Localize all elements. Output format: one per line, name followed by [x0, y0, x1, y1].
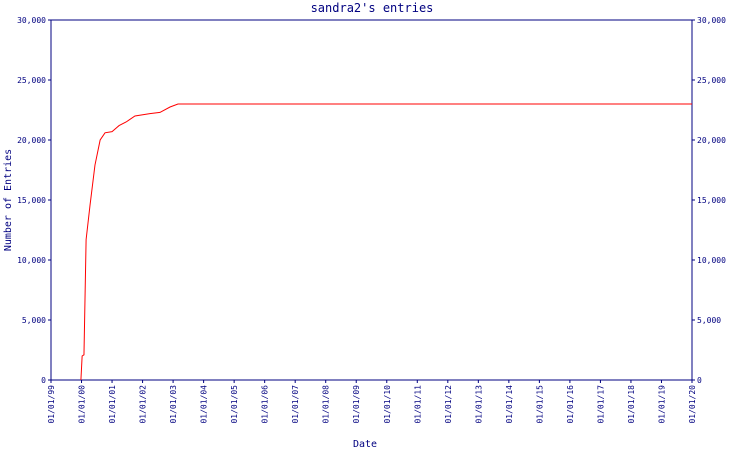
y2-tick-label: 20,000: [697, 136, 726, 145]
x-tick-label: 01/01/06: [261, 385, 270, 424]
y-axis-label: Number of Entries: [3, 149, 14, 251]
x-tick-label: 01/01/03: [169, 385, 178, 424]
x-tick-label: 01/01/18: [627, 385, 636, 424]
y-tick-label: 30,000: [17, 16, 46, 25]
y2-tick-label: 30,000: [697, 16, 726, 25]
x-tick-label: 01/01/14: [505, 385, 514, 424]
y-tick-label: 10,000: [17, 256, 46, 265]
y2-tick-label: 0: [697, 376, 702, 385]
y2-tick-label: 5,000: [697, 316, 721, 325]
x-tick-label: 01/01/05: [230, 385, 239, 424]
data-line: [80, 103, 692, 381]
y-tick-label: 20,000: [17, 136, 46, 145]
x-tick-label: 01/01/15: [535, 385, 544, 424]
x-tick-label: 01/01/20: [688, 385, 697, 424]
x-tick-label: 01/01/19: [657, 385, 666, 424]
y2-tick-label: 15,000: [697, 196, 726, 205]
y2-tick-label: 10,000: [697, 256, 726, 265]
y-tick-label: 25,000: [17, 76, 46, 85]
x-tick-label: 01/01/04: [200, 385, 209, 424]
x-tick-label: 01/01/12: [444, 385, 453, 424]
x-tick-label: 01/01/02: [139, 385, 148, 424]
x-tick-label: 01/01/17: [596, 385, 605, 424]
x-tick-label: 01/01/13: [474, 385, 483, 424]
y-tick-label: 5,000: [22, 316, 46, 325]
y2-tick-label: 25,000: [697, 76, 726, 85]
x-tick-label: 01/01/00: [78, 385, 87, 424]
x-tick-label: 01/01/16: [566, 385, 575, 424]
x-tick-label: 01/01/10: [383, 385, 392, 424]
x-tick-label: 01/01/09: [352, 385, 361, 424]
x-tick-label: 01/01/11: [413, 385, 422, 424]
plot-frame: [50, 19, 693, 381]
x-axis-label: Date: [353, 439, 377, 450]
chart-title: sandra2's entries: [311, 1, 434, 15]
x-tick-label: 01/01/01: [108, 385, 117, 424]
y-tick-label: 15,000: [17, 196, 46, 205]
x-tick-label: 01/01/99: [47, 385, 56, 424]
x-tick-label: 01/01/07: [291, 385, 300, 424]
x-tick-label: 01/01/08: [322, 385, 331, 424]
y-tick-label: 0: [41, 376, 46, 385]
